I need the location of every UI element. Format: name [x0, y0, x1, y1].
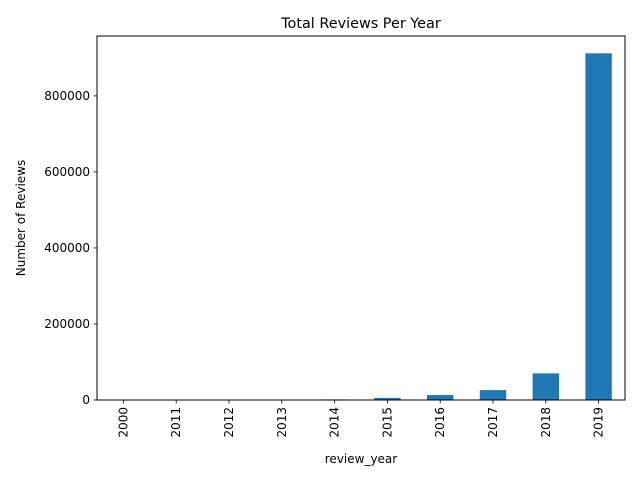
y-tick-label: 400000	[44, 241, 90, 255]
bar-2019	[585, 53, 612, 400]
x-tick-label: 2016	[433, 407, 447, 438]
plot-area-frame	[96, 35, 626, 401]
x-tick-label: 2000	[116, 407, 130, 438]
bar-2016	[427, 395, 454, 400]
x-tick-label: 2011	[169, 407, 183, 438]
bar-2017	[479, 390, 507, 400]
y-axis-label: Number of Reviews	[14, 160, 28, 276]
x-tick-label: 2018	[539, 407, 553, 438]
x-tick-label: 2014	[328, 407, 342, 438]
chart-title: Total Reviews Per Year	[280, 16, 441, 32]
y-tick-label: 600000	[44, 165, 90, 179]
x-tick-label: 2017	[486, 407, 500, 438]
y-tick-label: 200000	[44, 317, 90, 331]
y-tick-label: 0	[82, 393, 90, 407]
y-axis-ticks: 0 200000 400000 600000 800000	[44, 89, 97, 407]
bar-2015	[374, 397, 401, 400]
bar-2018	[532, 373, 559, 400]
x-axis-ticks: 2000 2011 2012 2013 2014 2015 2016 2017 2018 2019	[116, 400, 606, 438]
x-axis-label: review_year	[325, 452, 398, 466]
bars-group	[110, 53, 612, 400]
x-tick-label: 2012	[222, 407, 236, 438]
x-tick-label: 2015	[380, 407, 394, 438]
x-tick-label: 2013	[275, 407, 289, 438]
x-tick-label: 2019	[592, 407, 606, 438]
y-tick-label: 800000	[44, 89, 90, 103]
